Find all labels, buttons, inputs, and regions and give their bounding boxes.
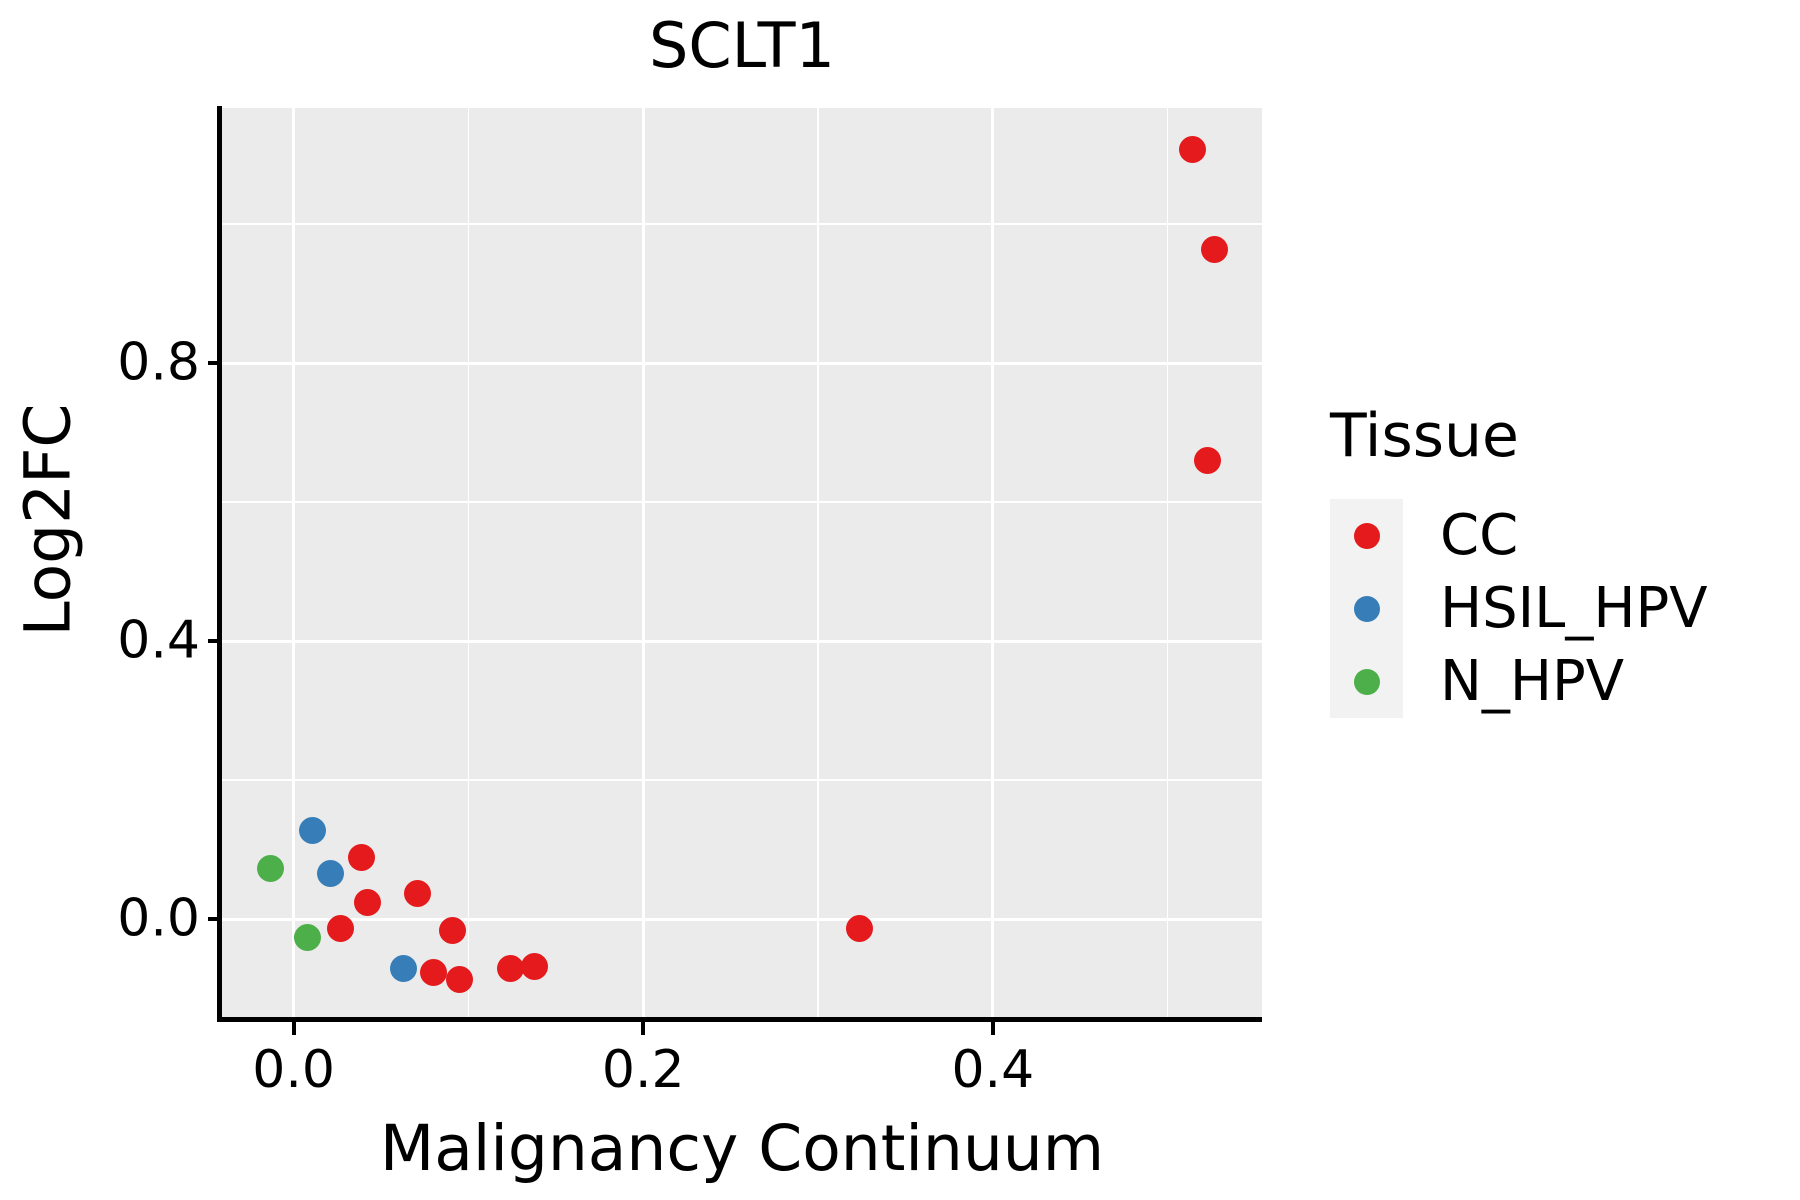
legend-swatch-n_hpv-icon	[1353, 668, 1380, 695]
data-point-cc	[419, 959, 447, 987]
y-axis-title: Log2FC	[11, 403, 85, 637]
data-point-cc	[348, 844, 376, 872]
y-minor-gridline	[222, 223, 1262, 225]
data-point-n_hpv	[294, 924, 322, 952]
plot-title: SCLT1	[649, 9, 835, 82]
y-major-gridline	[222, 639, 1262, 643]
x-tick-mark	[641, 1022, 646, 1035]
y-tick-mark	[208, 639, 221, 644]
y-tick-mark	[208, 917, 221, 921]
x-tick-mark	[291, 1022, 296, 1035]
y-minor-gridline	[222, 779, 1262, 781]
x-major-gridline	[292, 108, 296, 1017]
legend-item-hsil_hpv: HSIL_HPV	[1330, 572, 1800, 645]
data-point-hsil_hpv	[299, 817, 327, 845]
data-point-cc	[404, 880, 432, 908]
x-tick-label: 0.2	[601, 1040, 685, 1100]
legend-key	[1330, 645, 1403, 718]
data-point-cc	[846, 914, 874, 942]
data-point-cc	[1178, 135, 1206, 163]
data-point-cc	[496, 954, 524, 982]
legend-item-cc: CC	[1330, 499, 1800, 572]
x-tick-label: 0.0	[252, 1040, 336, 1100]
data-point-cc	[353, 888, 381, 916]
data-point-cc	[446, 965, 474, 993]
y-axis-line	[217, 106, 222, 1022]
x-tick-label: 0.4	[951, 1040, 1035, 1100]
legend-item-label: N_HPV	[1440, 649, 1625, 714]
plot-panel	[222, 108, 1262, 1017]
data-point-cc	[1201, 236, 1229, 264]
data-point-cc	[521, 952, 549, 980]
legend-items: CC HSIL_HPV N_HPV	[1330, 499, 1800, 718]
y-tick-label: 0.4	[117, 610, 200, 671]
y-major-gridline	[222, 361, 1262, 365]
y-tick-label: 0.0	[117, 888, 200, 949]
y-tick-label: 0.8	[117, 332, 200, 393]
legend-item-n_hpv: N_HPV	[1330, 645, 1800, 718]
x-tick-mark	[990, 1022, 995, 1035]
x-major-gridline	[641, 108, 645, 1017]
legend: Tissue CC HSIL_HPV N_HPV	[1330, 402, 1800, 718]
x-minor-gridline	[1166, 108, 1169, 1017]
x-minor-gridline	[817, 108, 819, 1017]
data-point-cc	[327, 914, 355, 942]
legend-item-label: CC	[1440, 503, 1519, 568]
x-axis-line	[217, 1017, 1262, 1022]
y-major-gridline	[222, 917, 1262, 921]
x-minor-gridline	[467, 108, 470, 1017]
legend-key	[1330, 499, 1403, 572]
legend-title: Tissue	[1330, 401, 1519, 471]
data-point-cc	[439, 917, 467, 945]
legend-swatch-cc-icon	[1353, 522, 1380, 549]
data-point-hsil_hpv	[390, 954, 418, 982]
data-point-n_hpv	[257, 854, 285, 882]
x-major-gridline	[991, 108, 995, 1017]
y-tick-mark	[208, 361, 221, 366]
legend-swatch-hsil_hpv-icon	[1353, 595, 1380, 622]
x-axis-title: Malignancy Continuum	[379, 1112, 1105, 1185]
data-point-cc	[1194, 446, 1222, 474]
legend-item-label: HSIL_HPV	[1440, 576, 1708, 641]
data-point-hsil_hpv	[316, 860, 344, 888]
legend-key	[1330, 572, 1403, 645]
y-minor-gridline	[222, 501, 1262, 503]
